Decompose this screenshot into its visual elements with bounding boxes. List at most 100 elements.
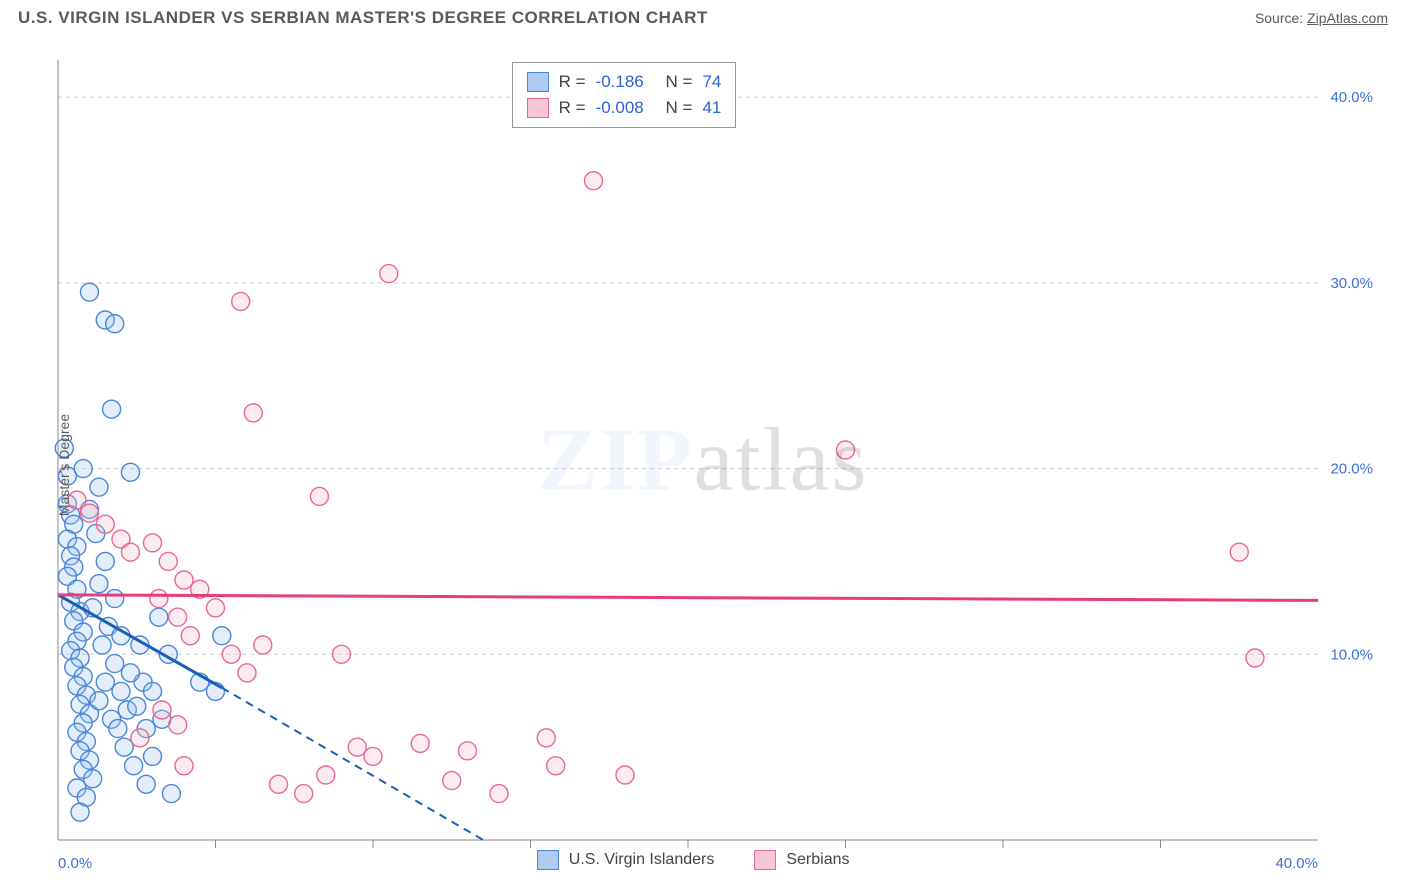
data-point — [837, 441, 855, 459]
data-point — [317, 766, 335, 784]
data-point — [106, 315, 124, 333]
data-point — [93, 636, 111, 654]
data-point — [131, 729, 149, 747]
legend-label: U.S. Virgin Islanders — [569, 851, 715, 869]
data-point — [90, 692, 108, 710]
data-point — [90, 478, 108, 496]
data-point — [364, 747, 382, 765]
n-value: 74 — [702, 69, 721, 95]
data-point — [547, 757, 565, 775]
data-point — [238, 664, 256, 682]
data-point — [112, 682, 130, 700]
series-swatch — [527, 98, 549, 118]
y-tick-label: 30.0% — [1330, 275, 1373, 292]
data-point — [1230, 543, 1248, 561]
chart-title: U.S. VIRGIN ISLANDER VS SERBIAN MASTER'S… — [18, 8, 708, 28]
data-point — [310, 487, 328, 505]
data-point — [106, 590, 124, 608]
data-point — [333, 645, 351, 663]
legend-item: Serbians — [754, 850, 849, 870]
legend-swatch — [537, 850, 559, 870]
data-point — [181, 627, 199, 645]
data-point — [175, 571, 193, 589]
data-point — [153, 701, 171, 719]
regression-line — [58, 595, 1318, 601]
data-point — [128, 697, 146, 715]
data-point — [106, 655, 124, 673]
n-value: 41 — [702, 95, 721, 121]
data-point — [115, 738, 133, 756]
scatter-chart: 0.0% 40.0% 10.0% 20.0% 30.0% 40.0% — [18, 50, 1388, 880]
data-point — [490, 785, 508, 803]
data-point — [74, 460, 92, 478]
x-tick-label: 0.0% — [58, 855, 92, 872]
legend: U.S. Virgin Islanders Serbians — [537, 850, 850, 870]
source-attribution: Source: ZipAtlas.com — [1255, 10, 1388, 26]
data-point — [71, 803, 89, 821]
data-point — [175, 757, 193, 775]
regression-line-extrapolated — [222, 688, 483, 840]
data-point — [144, 747, 162, 765]
x-tick-label: 40.0% — [1275, 855, 1318, 872]
y-tick-label: 20.0% — [1330, 461, 1373, 478]
data-point — [295, 785, 313, 803]
r-label: R = — [559, 95, 586, 121]
data-point — [443, 772, 461, 790]
data-point — [270, 775, 288, 793]
data-point — [537, 729, 555, 747]
legend-swatch — [754, 850, 776, 870]
n-label: N = — [666, 69, 693, 95]
data-point — [207, 599, 225, 617]
data-point — [213, 627, 231, 645]
data-point — [81, 504, 99, 522]
data-point — [380, 265, 398, 283]
chart-container: Master's Degree ZIPatlas 0.0%40.0%10.0%2… — [18, 50, 1388, 880]
data-point — [125, 757, 143, 775]
data-point — [81, 283, 99, 301]
data-point — [232, 292, 250, 310]
data-point — [103, 400, 121, 418]
r-value: -0.186 — [596, 69, 656, 95]
data-point — [96, 515, 114, 533]
data-point — [159, 552, 177, 570]
data-point — [144, 534, 162, 552]
n-label: N = — [666, 95, 693, 121]
series-swatch — [527, 72, 549, 92]
data-point — [137, 775, 155, 793]
data-point — [616, 766, 634, 784]
legend-item: U.S. Virgin Islanders — [537, 850, 715, 870]
data-point — [459, 742, 477, 760]
y-axis-label: Master's Degree — [56, 414, 72, 516]
data-point — [169, 608, 187, 626]
data-point — [150, 608, 168, 626]
data-point — [411, 734, 429, 752]
data-point — [96, 673, 114, 691]
data-point — [90, 575, 108, 593]
y-tick-label: 40.0% — [1330, 89, 1373, 106]
data-point — [96, 552, 114, 570]
data-point — [121, 543, 139, 561]
legend-label: Serbians — [786, 851, 849, 869]
data-point — [121, 664, 139, 682]
data-point — [162, 785, 180, 803]
data-point — [244, 404, 262, 422]
data-point — [84, 770, 102, 788]
data-point — [585, 172, 603, 190]
data-point — [109, 720, 127, 738]
data-point — [1246, 649, 1264, 667]
data-point — [254, 636, 272, 654]
stats-row: R = -0.186 N = 74 — [527, 69, 722, 95]
stats-row: R = -0.008 N = 41 — [527, 95, 722, 121]
stats-box: R = -0.186 N = 74 R = -0.008 N = 41 — [512, 62, 737, 128]
data-point — [169, 716, 187, 734]
data-point — [121, 463, 139, 481]
r-value: -0.008 — [596, 95, 656, 121]
source-link[interactable]: ZipAtlas.com — [1307, 10, 1388, 26]
data-point — [222, 645, 240, 663]
r-label: R = — [559, 69, 586, 95]
data-point — [144, 682, 162, 700]
data-point — [150, 590, 168, 608]
header: U.S. VIRGIN ISLANDER VS SERBIAN MASTER'S… — [0, 0, 1406, 28]
source-prefix: Source: — [1255, 10, 1307, 26]
y-tick-label: 10.0% — [1330, 646, 1373, 663]
